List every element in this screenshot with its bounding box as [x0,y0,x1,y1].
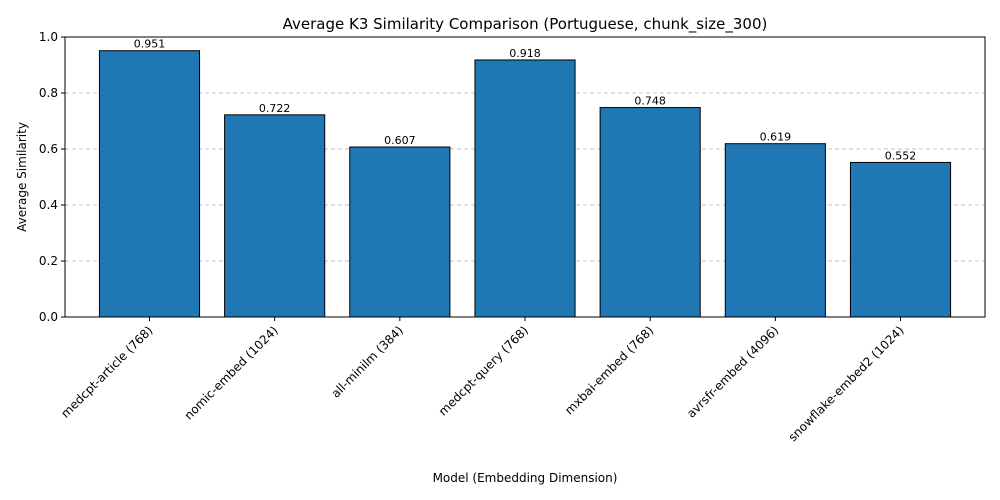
data-label-2: 0.607 [384,134,416,147]
y-tick-label: 1.0 [39,30,58,44]
y-tick-label: 0.0 [39,310,58,324]
bar-2 [349,146,451,318]
y-tick-label: 0.2 [39,254,58,268]
y-axis: 0.0 0.2 0.4 0.6 0.8 1.0 [39,30,65,324]
x-tick-label-1: nomic-embed (1024) [182,323,281,422]
data-label-1: 0.722 [259,102,291,115]
data-label-5: 0.619 [760,131,792,144]
x-tick-label-5: avrsfr-embed (4096) [684,323,781,420]
bar-3 [474,59,576,318]
x-tick-label-6: snowflake-embed2 (1024) [786,323,907,444]
x-tick-label-0: medcpt-article (768) [58,323,155,420]
x-tick-label-2: all-minilm (384) [329,323,406,400]
bar-0 [98,50,201,318]
data-label-4: 0.748 [634,95,666,108]
bar-6 [849,161,952,318]
bar-4 [599,107,701,318]
bars [98,50,952,318]
y-tick-label: 0.8 [39,86,58,100]
chart-title: Average K3 Similarity Comparison (Portug… [283,15,768,34]
grid-lines [65,92,985,262]
bar-1 [224,114,326,318]
data-label-3: 0.918 [509,47,541,60]
x-tick-label-4: mxbai-embed (768) [562,323,656,417]
data-label-6: 0.552 [885,149,917,162]
x-axis-label: Model (Embedding Dimension) [433,471,618,485]
y-tick-label: 0.4 [39,198,58,212]
x-tick-label-3: medcpt-query (768) [436,323,531,418]
y-tick-label: 0.6 [39,142,58,156]
x-axis: medcpt-article (768) nomic-embed (1024) al… [58,317,907,444]
y-axis-label: Average Similarity [15,122,29,232]
data-labels: 0.951 0.722 0.607 0.918 0.748 0.619 0.552 [134,38,917,163]
bar-5 [724,143,826,318]
data-label-0: 0.951 [134,38,166,51]
